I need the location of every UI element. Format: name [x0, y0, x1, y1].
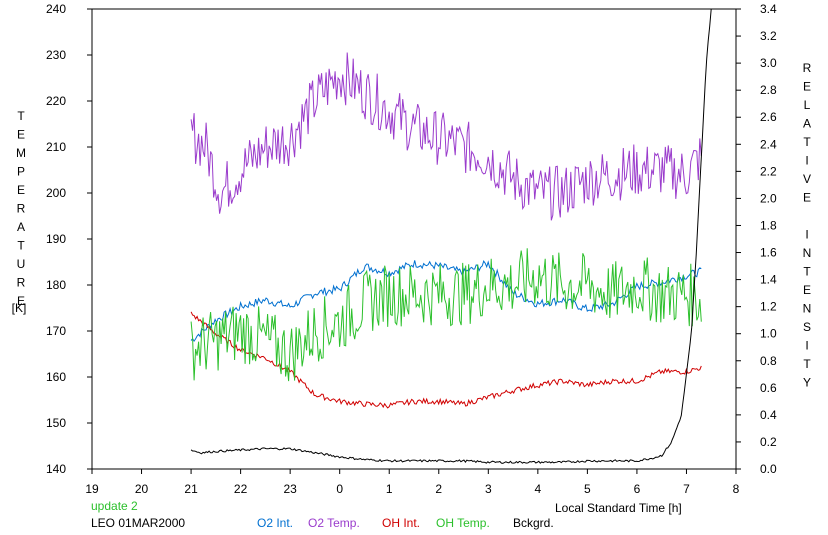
- axis-title-letter: V: [803, 172, 811, 186]
- axis-title-letter: R: [17, 202, 26, 216]
- legend-entry: Bckgrd.: [513, 516, 554, 530]
- right-tick-label: 1.4: [760, 273, 777, 287]
- axis-title-letter: N: [803, 302, 812, 316]
- right-tick-label: 3.4: [760, 2, 777, 16]
- series-line: [190, 52, 702, 221]
- right-tick-label: 2.6: [760, 110, 777, 124]
- legend-entry: OH Int.: [382, 516, 420, 530]
- x-tick-label: 8: [733, 482, 740, 496]
- axis-title-letter: I: [805, 339, 808, 353]
- left-tick-label: 150: [46, 416, 66, 430]
- right-tick-label: 0.0: [760, 462, 777, 476]
- right-tick-label: 1.6: [760, 246, 777, 260]
- axis-title-letter: E: [803, 80, 811, 94]
- series-line: [190, 259, 702, 343]
- x-tick-label: 6: [634, 482, 641, 496]
- axis-title-letter: Y: [803, 376, 811, 390]
- right-tick-label: 1.8: [760, 218, 777, 232]
- right-tick-label: 0.4: [760, 408, 777, 422]
- axis-title-letter: S: [803, 320, 811, 334]
- x-tick-label: 0: [336, 482, 343, 496]
- update-label: update 2: [91, 499, 138, 513]
- right-tick-label: 1.2: [760, 300, 777, 314]
- x-tick-label: 3: [485, 482, 492, 496]
- axis-title-letter: T: [17, 109, 25, 123]
- right-axis-ticks: 0.0 0.2 0.4 0.6 0.8 1.0 1.2 1.4 1.6 1.8 2.0 2.2 2.4 2…: [736, 2, 777, 476]
- left-tick-label: 200: [46, 186, 66, 200]
- axis-title-letter: T: [803, 357, 811, 371]
- y-axis-unit-left: [K]: [12, 301, 27, 315]
- axes: [91, 8, 737, 470]
- right-tick-label: 3.2: [760, 29, 777, 43]
- x-tick-label: 1: [386, 482, 393, 496]
- axis-title-letter: T: [803, 265, 811, 279]
- axis-title-letter: A: [803, 117, 811, 131]
- series-line: [190, 248, 702, 382]
- x-tick-label: 23: [283, 482, 297, 496]
- x-tick-label: 21: [184, 482, 198, 496]
- axis-title-letter: M: [16, 146, 26, 160]
- left-tick-label: 240: [46, 2, 66, 16]
- axis-title-letter: I: [805, 154, 808, 168]
- left-tick-label: 210: [46, 140, 66, 154]
- axis-title-letter: U: [17, 257, 26, 271]
- axis-title-letter: E: [17, 128, 25, 142]
- series-line: [190, 8, 712, 464]
- axis-title-letter: E: [17, 183, 25, 197]
- plot-area: [190, 8, 712, 464]
- axis-title-letter: T: [17, 239, 25, 253]
- right-tick-label: 2.8: [760, 83, 777, 97]
- legend: O2 Int. O2 Temp. OH Int. OH Temp. Bckgrd.: [257, 516, 554, 530]
- axis-title-letter: E: [17, 294, 25, 308]
- axis-title-letter: A: [17, 220, 25, 234]
- right-tick-label: 2.0: [760, 191, 777, 205]
- left-tick-label: 140: [46, 462, 66, 476]
- legend-entry: O2 Int.: [257, 516, 293, 530]
- series-line: [190, 311, 702, 409]
- axis-title-letter: E: [803, 191, 811, 205]
- right-tick-label: 0.6: [760, 381, 777, 395]
- left-tick-label: 180: [46, 278, 66, 292]
- axis-title-letter: R: [803, 61, 812, 75]
- right-tick-label: 3.0: [760, 56, 777, 70]
- x-tick-label: 2: [435, 482, 442, 496]
- left-tick-label: 230: [46, 48, 66, 62]
- right-tick-label: 2.2: [760, 164, 777, 178]
- left-tick-label: 160: [46, 370, 66, 384]
- x-tick-label: 4: [535, 482, 542, 496]
- axis-title-letter: E: [803, 283, 811, 297]
- axis-title-letter: P: [17, 165, 25, 179]
- axis-title-letter: R: [17, 276, 26, 290]
- axis-title-letter: L: [804, 98, 811, 112]
- station-label: LEO 01MAR2000: [91, 516, 185, 530]
- x-tick-label: 5: [584, 482, 591, 496]
- x-axis-ticks: 19 20 21 22 23 0 1 2 3 4 5 6 7 8: [85, 469, 740, 496]
- axis-title-letter: N: [803, 246, 812, 260]
- left-tick-label: 220: [46, 94, 66, 108]
- x-tick-label: 19: [85, 482, 99, 496]
- axis-title-letter: I: [805, 228, 808, 242]
- plot-frame: [91, 8, 737, 470]
- legend-entry: O2 Temp.: [308, 516, 360, 530]
- left-axis-ticks: 140 150 160 170 180 190 200 210 220 230 240: [46, 2, 92, 476]
- right-tick-label: 0.8: [760, 354, 777, 368]
- axis-title-letter: T: [803, 135, 811, 149]
- left-tick-label: 190: [46, 232, 66, 246]
- right-tick-label: 1.0: [760, 327, 777, 341]
- left-tick-label: 170: [46, 324, 66, 338]
- right-tick-label: 2.4: [760, 137, 777, 151]
- right-tick-label: 0.2: [760, 435, 777, 449]
- x-tick-label: 22: [234, 482, 248, 496]
- x-axis-label: Local Standard Time [h]: [555, 501, 682, 515]
- x-tick-label: 7: [683, 482, 690, 496]
- x-tick-label: 20: [135, 482, 149, 496]
- legend-entry: OH Temp.: [436, 516, 490, 530]
